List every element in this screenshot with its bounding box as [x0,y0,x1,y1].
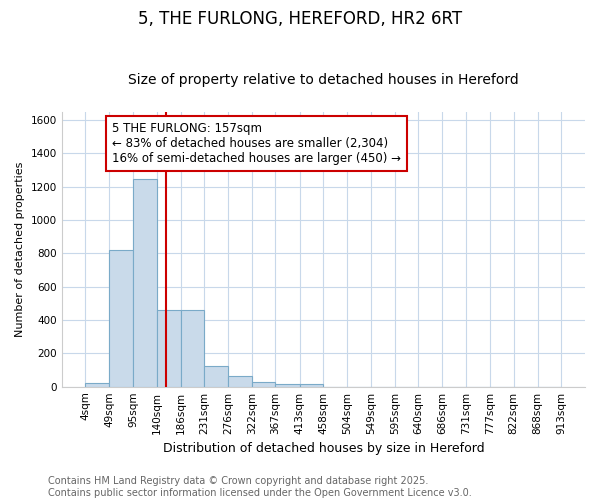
Text: Contains HM Land Registry data © Crown copyright and database right 2025.
Contai: Contains HM Land Registry data © Crown c… [48,476,472,498]
Bar [228,376,252,386]
Y-axis label: Number of detached properties: Number of detached properties [15,162,25,337]
Bar [275,384,299,386]
Title: Size of property relative to detached houses in Hereford: Size of property relative to detached ho… [128,73,519,87]
Bar [299,384,323,386]
Bar [133,180,157,386]
Bar [204,366,228,386]
Bar [181,310,204,386]
Bar [252,382,275,386]
Text: 5, THE FURLONG, HEREFORD, HR2 6RT: 5, THE FURLONG, HEREFORD, HR2 6RT [138,10,462,28]
Bar [157,310,181,386]
Bar [109,250,133,386]
Bar [85,382,109,386]
X-axis label: Distribution of detached houses by size in Hereford: Distribution of detached houses by size … [163,442,484,455]
Text: 5 THE FURLONG: 157sqm
← 83% of detached houses are smaller (2,304)
16% of semi-d: 5 THE FURLONG: 157sqm ← 83% of detached … [112,122,401,165]
